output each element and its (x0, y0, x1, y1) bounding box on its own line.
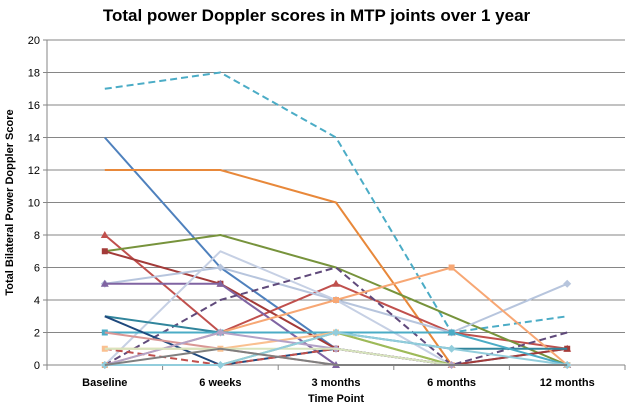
chart-title: Total power Doppler scores in MTP joints… (102, 6, 531, 25)
y-tick-label: 20 (28, 35, 40, 47)
x-tick-label: 3 months (312, 377, 361, 389)
data-point (101, 248, 108, 255)
y-tick-label: 0 (34, 360, 40, 372)
series-22 (104, 347, 568, 366)
data-point (100, 231, 109, 238)
y-tick-label: 16 (28, 100, 40, 112)
data-point (216, 361, 225, 369)
data-point (333, 297, 339, 303)
y-tick-label: 10 (28, 198, 40, 210)
y-tick-label: 8 (34, 230, 40, 242)
series-line (104, 71, 568, 334)
data-point (447, 344, 456, 353)
data-point (100, 279, 109, 287)
series-1 (104, 71, 568, 334)
data-point (332, 328, 340, 337)
data-point (216, 279, 225, 287)
y-tick-label: 2 (34, 328, 40, 340)
y-axis-title: Total Bilateral Power Doppler Score (4, 109, 16, 295)
y-tick-label: 12 (28, 165, 40, 177)
axis-labels: 0 2 4 6 8 10 12 14 16 18 20 Baseline 6 weeks 3 months… (4, 35, 595, 405)
data-point (216, 263, 225, 272)
y-tick-label: 18 (28, 68, 40, 80)
x-tick-label: 6 months (427, 377, 476, 389)
x-axis-title: Time Point (308, 393, 364, 405)
y-tick-label: 6 (34, 263, 40, 275)
data-point (216, 328, 225, 337)
x-tick-label: 12 months (540, 377, 595, 389)
data-point (448, 264, 455, 271)
data-point (448, 329, 455, 336)
y-tick-label: 14 (28, 133, 40, 145)
y-tick-label: 4 (34, 295, 40, 307)
series-line (104, 347, 568, 366)
data-point (332, 279, 340, 287)
data-point (563, 279, 572, 288)
series-lines (100, 71, 572, 369)
gridlines (47, 39, 625, 333)
x-tick-label: 6 weeks (199, 377, 241, 389)
series-line (104, 234, 568, 366)
x-tick-label: Baseline (82, 377, 127, 389)
series-5 (104, 234, 568, 366)
